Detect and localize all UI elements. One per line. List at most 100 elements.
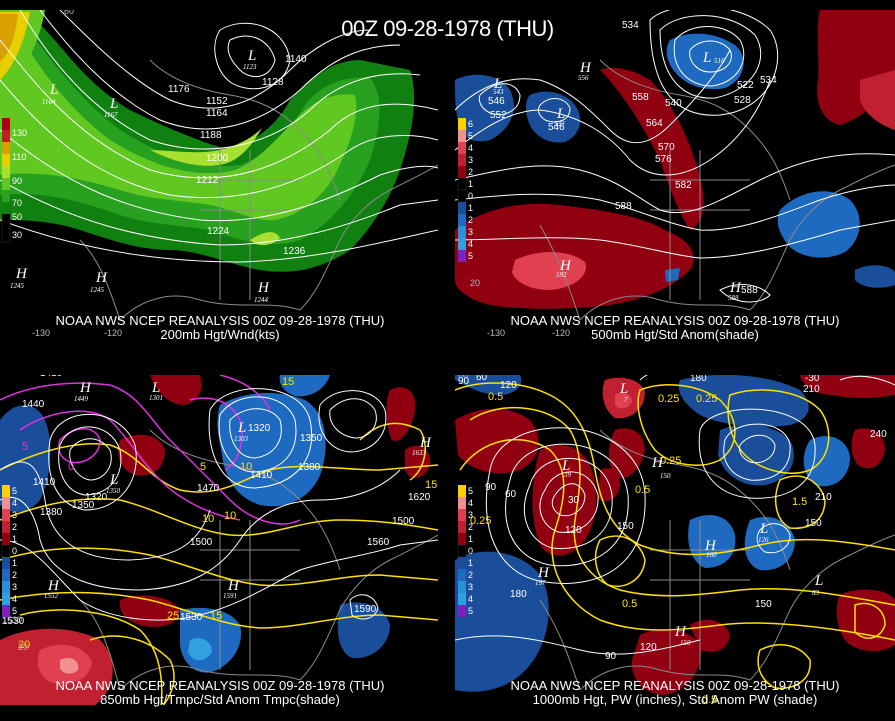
- svg-text:4: 4: [12, 498, 17, 508]
- svg-text:5: 5: [12, 606, 17, 616]
- high-center: H: [579, 60, 592, 76]
- caption-line: NOAA NWS NCEP REANALYSIS 00Z 09-28-1978 …: [510, 313, 840, 328]
- svg-text:1: 1: [468, 534, 473, 544]
- anom-neg-nw: [455, 375, 522, 395]
- svg-text:1320: 1320: [85, 492, 108, 503]
- caption-500mb: NOAA NWS NCEP REANALYSIS 00Z 09-28-1978 …: [455, 314, 895, 342]
- anom-pos-right-edge: [860, 70, 895, 130]
- svg-text:564: 564: [646, 118, 663, 129]
- svg-text:50: 50: [12, 212, 22, 222]
- temperature-contours: [0, 422, 438, 705]
- center-value: 197: [535, 579, 546, 587]
- center-value: 1301: [149, 394, 163, 402]
- coastlines: [539, 59, 895, 321]
- anom-pos-right-top: [800, 375, 895, 398]
- high-center: H: [537, 565, 550, 581]
- svg-text:1410: 1410: [250, 470, 273, 481]
- panel-500mb: 534 552 546 540 546 558 564 570 576 582 …: [455, 10, 895, 338]
- svg-text:0.5: 0.5: [702, 694, 717, 706]
- caption-line: 200mb Hgt/Wnd(kts): [160, 327, 280, 342]
- svg-text:5: 5: [468, 606, 473, 616]
- center-value: 1350: [106, 487, 121, 495]
- svg-text:528: 528: [734, 95, 751, 106]
- svg-text:10: 10: [202, 513, 214, 525]
- caption-850mb: NOAA NWS NCEP REANALYSIS 00Z 09-28-1978 …: [0, 679, 440, 707]
- svg-text:3: 3: [468, 227, 473, 237]
- center-value: 1633: [412, 449, 427, 457]
- center-value: 543: [493, 88, 504, 96]
- svg-text:20: 20: [470, 278, 480, 288]
- svg-text:2: 2: [468, 522, 473, 532]
- anom-neg-west: [455, 551, 549, 692]
- anom-pos-sw-max: [60, 658, 79, 674]
- high-center: H: [79, 380, 92, 396]
- svg-text:120: 120: [565, 525, 582, 536]
- center-value: 150: [660, 472, 671, 480]
- contour-label: 1236: [283, 246, 306, 257]
- high-center: H: [227, 578, 240, 594]
- svg-text:1440: 1440: [22, 399, 45, 410]
- svg-text:1.5: 1.5: [792, 496, 807, 508]
- coastlines: [79, 429, 438, 691]
- anom-neg-top: [666, 33, 744, 90]
- caption-line: NOAA NWS NCEP REANALYSIS 00Z 09-28-1978 …: [510, 678, 840, 693]
- svg-text:90: 90: [458, 376, 470, 387]
- low-center: L: [814, 573, 823, 589]
- lon-label: -120: [104, 328, 122, 338]
- low-center: L: [151, 380, 160, 396]
- anom-pos-top-core: [615, 392, 632, 409]
- high-center: H: [651, 455, 664, 471]
- caption-line: 500mb Hgt/Std Anom(shade): [591, 327, 759, 342]
- svg-text:540: 540: [665, 98, 682, 109]
- svg-text:0.25: 0.25: [470, 515, 491, 527]
- svg-text:180: 180: [690, 373, 707, 384]
- anom-neg-south: [665, 268, 680, 282]
- anom-pos-s: [631, 629, 701, 695]
- center-value: 39: [563, 471, 572, 479]
- svg-text:20: 20: [18, 639, 30, 651]
- svg-text:552: 552: [490, 110, 507, 121]
- svg-text:1500: 1500: [190, 537, 213, 548]
- contour-label: 1224: [207, 226, 230, 237]
- contour-label: 1176: [168, 84, 190, 95]
- contour-label: 1212: [196, 175, 219, 186]
- svg-text:3: 3: [12, 510, 17, 520]
- svg-text:-30: -30: [805, 373, 820, 384]
- svg-text:1350: 1350: [72, 500, 95, 511]
- colorbar-850mb: 5 4 3 2 1 0 1 2 3 4 5: [1, 485, 17, 617]
- svg-text:1: 1: [468, 179, 473, 189]
- center-value: 1591: [223, 592, 237, 600]
- svg-text:210: 210: [803, 384, 820, 395]
- anom-pos-west: [455, 408, 539, 474]
- low-center: L: [247, 48, 256, 64]
- anom-pos-left-center: [118, 434, 165, 476]
- svg-text:120: 120: [640, 642, 657, 653]
- caption-line: NOAA NWS NCEP REANALYSIS 00Z 09-28-1978 …: [55, 678, 385, 693]
- center-value: 1303: [234, 435, 249, 443]
- contour-label: 1140: [285, 54, 307, 65]
- jet-shade-core: [0, 35, 357, 221]
- svg-text:0: 0: [468, 546, 473, 556]
- svg-text:0.5: 0.5: [635, 484, 650, 496]
- svg-text:2: 2: [468, 215, 473, 225]
- jet-shade-max: [150, 128, 262, 166]
- svg-text:3: 3: [12, 582, 17, 592]
- center-value: 1552: [44, 592, 59, 600]
- low-center: L: [556, 106, 565, 122]
- svg-text:210: 210: [815, 492, 832, 503]
- high-center: H: [257, 280, 270, 296]
- coastlines: [539, 429, 895, 691]
- svg-text:1: 1: [468, 558, 473, 568]
- svg-text:522: 522: [737, 80, 754, 91]
- svg-text:2: 2: [468, 570, 473, 580]
- svg-text:150: 150: [617, 521, 634, 532]
- svg-text:15: 15: [210, 610, 222, 622]
- svg-text:0: 0: [68, 461, 74, 473]
- svg-text:4: 4: [468, 594, 473, 604]
- cold-temperature-contours: [0, 375, 301, 525]
- center-value: 588: [728, 294, 739, 302]
- height-contours: [0, 388, 438, 621]
- center-value: 516: [714, 57, 725, 65]
- anom-neg-east: [217, 393, 326, 507]
- height-contours: [0, 10, 438, 263]
